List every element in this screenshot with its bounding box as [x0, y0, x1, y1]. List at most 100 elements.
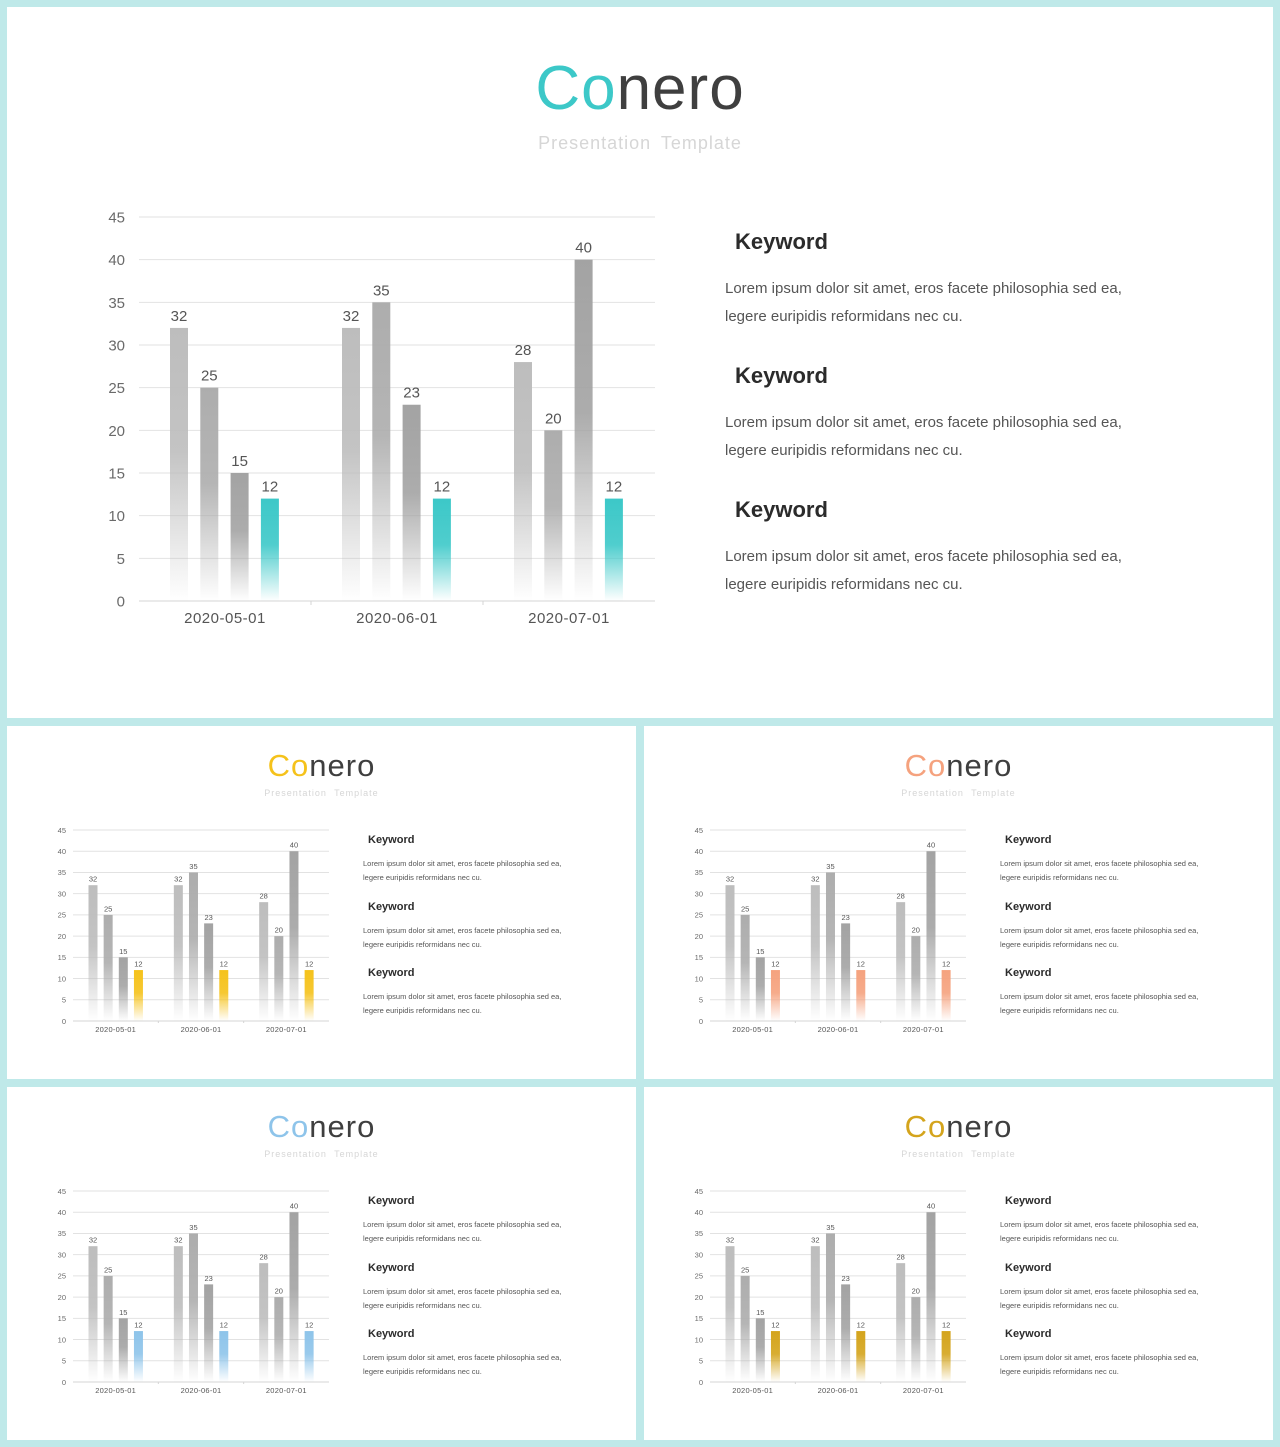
bar-chart: 0 5 10 15 20 25 30 35 40 45 32 25 15 12 2020-05-01 32 35… [58, 826, 329, 1034]
bar [725, 885, 735, 1021]
keyword-list: Keyword Lorem ipsum dolor sit amet, eros… [725, 229, 1245, 631]
keyword-item: Keyword Lorem ipsum dolor sit amet, eros… [1000, 901, 1250, 968]
x-tick-label: 2020-06-01 [818, 1386, 859, 1395]
bar [810, 885, 820, 1021]
keyword-item: Keyword Lorem ipsum dolor sit amet, eros… [725, 363, 1245, 497]
keyword-description-line: legere euripidis reformidans nec cu. [1000, 873, 1119, 882]
slide-variant-peach: Conero Presentation Template 0 5 10 15 20 25 3… [644, 726, 1273, 1079]
keyword-heading: Keyword [368, 967, 415, 979]
slide-subtitle: Presentation Template [538, 133, 742, 153]
data-label: 32 [174, 875, 182, 884]
data-label: 40 [290, 1202, 298, 1211]
keyword-description: Lorem ipsum dolor sit amet, eros facete … [1000, 1351, 1250, 1379]
bar [204, 923, 214, 1021]
bar [810, 1246, 820, 1382]
y-tick-label: 30 [695, 1250, 703, 1259]
brand-accent-text: Co [535, 54, 617, 123]
keyword-description: Lorem ipsum dolor sit amet, eros facete … [1000, 990, 1250, 1018]
bar [841, 1284, 851, 1382]
bar [941, 970, 951, 1021]
data-label: 32 [89, 1236, 97, 1245]
bar-chart: 0 5 10 15 20 25 30 35 40 45 32 25 15 12 2020-05-01 32 35… [108, 210, 655, 627]
bar [173, 1246, 183, 1382]
keyword-description-line: Lorem ipsum dolor sit amet, eros facete … [1000, 859, 1199, 868]
data-label: 12 [771, 960, 779, 969]
data-label: 32 [726, 875, 734, 884]
y-tick-label: 5 [117, 551, 125, 568]
keyword-list: Keyword Lorem ipsum dolor sit amet, eros… [1000, 1195, 1250, 1395]
data-label: 32 [174, 1236, 182, 1245]
bar [274, 1297, 284, 1382]
slide-variant-blue: Conero Presentation Template 0 5 10 15 20 25 3… [7, 1087, 636, 1440]
data-label: 23 [841, 1274, 849, 1283]
data-label: 15 [119, 947, 127, 956]
bar-chart: 0 5 10 15 20 25 30 35 40 45 32 25 15 12 2020-05-01 32 35… [695, 826, 966, 1034]
keyword-list: Keyword Lorem ipsum dolor sit amet, eros… [1000, 834, 1250, 1034]
data-label: 25 [741, 904, 749, 913]
data-label: 12 [134, 960, 142, 969]
x-tick-label: 2020-05-01 [95, 1025, 136, 1034]
bar [88, 1246, 98, 1382]
y-tick-label: 45 [58, 1187, 66, 1196]
keyword-description-line: Lorem ipsum dolor sit amet, eros facete … [363, 992, 562, 1001]
bar-chart: 0 5 10 15 20 25 30 35 40 45 32 25 15 12 2020-05-01 32 35… [58, 1187, 329, 1395]
data-label: 12 [942, 960, 950, 969]
y-tick-label: 30 [108, 338, 125, 355]
data-label: 35 [189, 1223, 197, 1232]
x-tick-label: 2020-07-01 [266, 1386, 307, 1395]
bar [342, 327, 360, 601]
data-label: 12 [305, 1321, 313, 1330]
x-tick-label: 2020-05-01 [184, 610, 266, 627]
keyword-description-line: legere euripidis reformidans nec cu. [363, 1234, 482, 1243]
data-label: 12 [434, 479, 451, 496]
data-label: 28 [515, 342, 532, 359]
keyword-description-line: Lorem ipsum dolor sit amet, eros facete … [725, 414, 1122, 431]
keyword-description-line: Lorem ipsum dolor sit amet, eros facete … [363, 1286, 562, 1296]
y-tick-label: 20 [58, 1293, 66, 1302]
y-tick-label: 10 [58, 1335, 66, 1344]
y-tick-label: 0 [699, 1017, 703, 1026]
data-label: 25 [104, 1265, 112, 1274]
bar [304, 1331, 314, 1382]
data-label: 35 [826, 862, 834, 871]
bar [188, 872, 198, 1021]
data-label: 20 [275, 926, 283, 935]
x-tick-label: 2020-06-01 [181, 1386, 222, 1395]
data-label: 40 [290, 841, 298, 850]
keyword-description-line: legere euripidis reformidans nec cu. [725, 576, 963, 593]
data-label: 28 [259, 892, 267, 901]
brand-text: nero [616, 54, 745, 123]
keyword-description-line: legere euripidis reformidans nec cu. [1000, 939, 1119, 949]
keyword-description: Lorem ipsum dolor sit amet, eros facete … [363, 1351, 613, 1379]
bar [825, 1233, 835, 1382]
data-label: 25 [104, 904, 112, 913]
data-label: 15 [231, 453, 248, 470]
bar [755, 1318, 765, 1382]
keyword-description-line: Lorem ipsum dolor sit amet, eros facete … [1000, 1286, 1199, 1296]
bar [219, 970, 229, 1021]
bar [219, 1331, 229, 1382]
keyword-heading: Keyword [735, 363, 828, 388]
bar [725, 1246, 735, 1382]
data-label: 12 [220, 1321, 228, 1330]
data-label: 40 [575, 240, 592, 257]
bar [230, 473, 249, 601]
keyword-description-line: legere euripidis reformidans nec cu. [363, 939, 482, 949]
bar [204, 1284, 214, 1382]
keyword-item: Keyword Lorem ipsum dolor sit amet, eros… [1000, 1328, 1250, 1395]
y-tick-label: 0 [62, 1017, 66, 1026]
bar [755, 957, 765, 1021]
bar [260, 498, 279, 601]
brand-text: nero [309, 748, 376, 783]
bar [133, 1331, 143, 1382]
keyword-description-line: Lorem ipsum dolor sit amet, eros facete … [725, 548, 1122, 565]
y-tick-label: 10 [695, 974, 703, 983]
bar [604, 498, 623, 601]
data-label: 32 [811, 875, 819, 884]
bar [118, 957, 128, 1021]
data-label: 23 [204, 913, 212, 922]
keyword-heading: Keyword [1005, 900, 1052, 913]
data-label: 12 [857, 960, 865, 969]
y-tick-label: 35 [108, 295, 125, 312]
bar [200, 387, 219, 601]
